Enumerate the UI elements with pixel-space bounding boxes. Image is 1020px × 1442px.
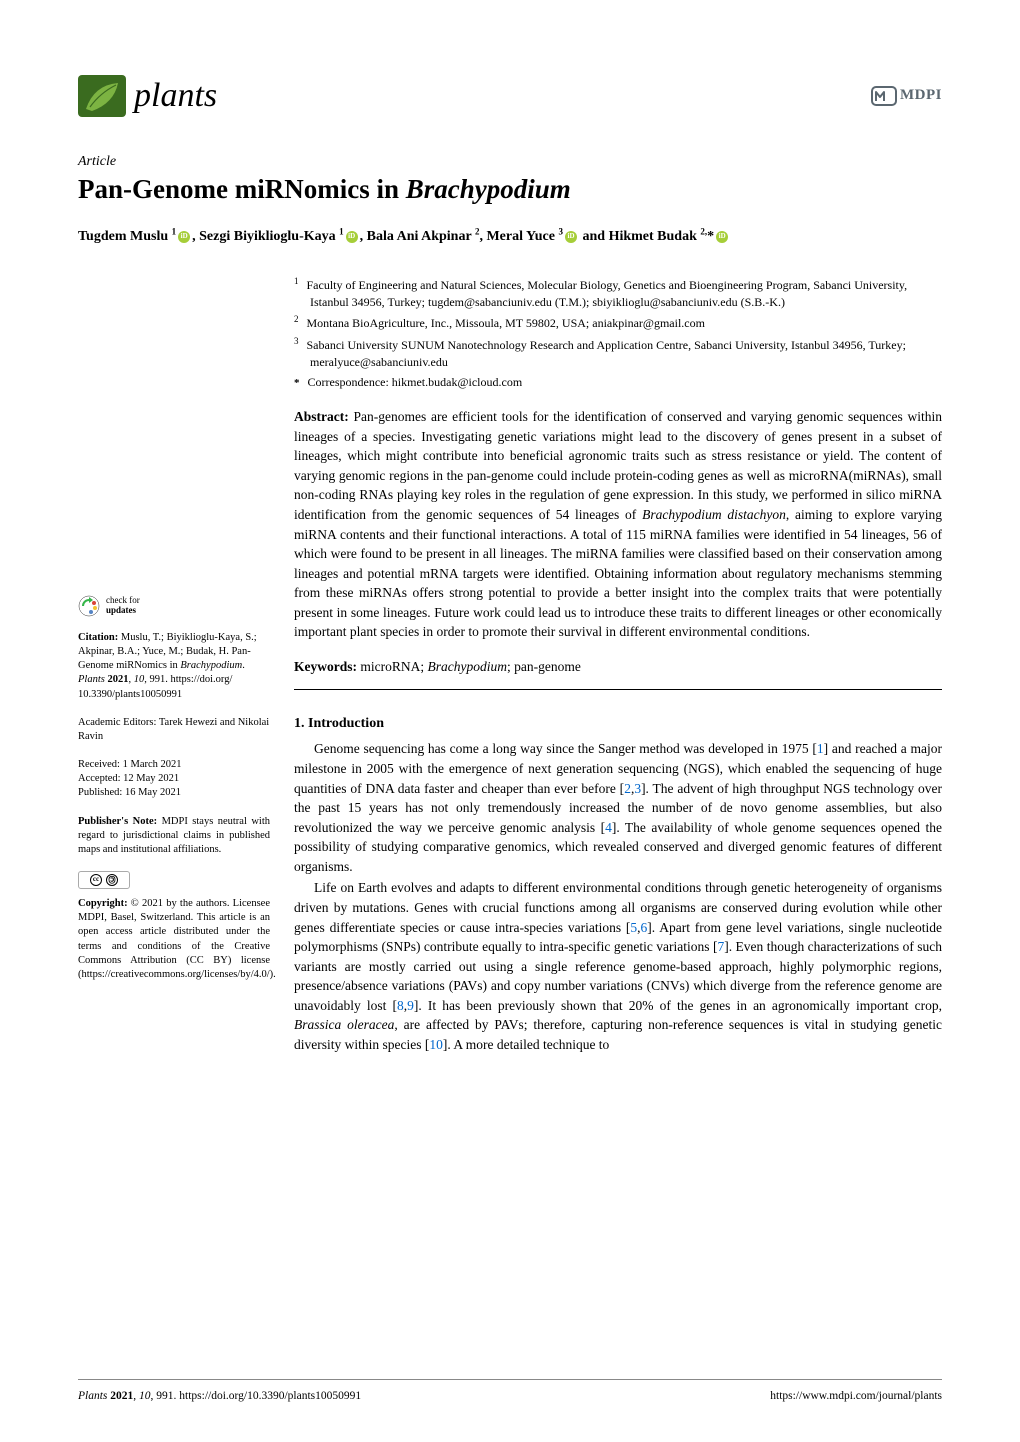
cc-license-badge[interactable]: cc 🄯 — [78, 871, 270, 889]
copyright-block: Copyright: © 2021 by the authors. Licens… — [78, 897, 270, 982]
page-footer: Plants 2021, 10, 991. https://doi.org/10… — [78, 1379, 942, 1404]
orcid-icon[interactable] — [346, 231, 358, 243]
journal-name: plants — [134, 72, 217, 120]
mdpi-icon — [870, 85, 898, 107]
section-divider — [294, 689, 942, 690]
aff-text: Faculty of Engineering and Natural Scien… — [307, 278, 908, 309]
authors: Tugdem Muslu 1, Sezgi Biyiklioglu-Kaya 1… — [78, 226, 942, 247]
kw-text: microRNA; — [357, 659, 428, 674]
check-line2: updates — [106, 606, 140, 616]
footer-left: Plants 2021, 10, 991. https://doi.org/10… — [78, 1388, 361, 1404]
keywords-label: Keywords: — [294, 659, 357, 674]
main-column: 1Faculty of Engineering and Natural Scie… — [294, 275, 942, 1057]
orcid-icon[interactable] — [716, 231, 728, 243]
affiliation-item: *Correspondence: hikmet.budak@icloud.com — [310, 374, 942, 391]
article-type: Article — [78, 152, 942, 172]
orcid-icon[interactable] — [565, 231, 577, 243]
intro-p2: Life on Earth evolves and adapts to diff… — [294, 878, 942, 1054]
affiliation-item: 3Sabanci University SUNUM Nanotechnology… — [310, 335, 942, 371]
abstract-block: Abstract: Pan-genomes are efficient tool… — [294, 407, 942, 642]
mdpi-logo: MDPI — [870, 85, 942, 107]
affiliation-item: 2Montana BioAgriculture, Inc., Missoula,… — [310, 313, 942, 332]
academic-editors: Academic Editors: Tarek Hewezi and Nikol… — [78, 716, 270, 744]
section-heading: 1. Introduction — [294, 714, 942, 734]
abstract-label: Abstract: — [294, 409, 349, 424]
check-for-updates[interactable]: check for updates — [78, 595, 270, 617]
dates-block: Received: 1 March 2021 Accepted: 12 May … — [78, 758, 270, 801]
aff-text: Sabanci University SUNUM Nanotechnology … — [307, 338, 906, 369]
author-1: Tugdem Muslu 1, Sezgi Biyiklioglu-Kaya 1… — [78, 229, 730, 244]
check-updates-text: check for updates — [106, 596, 140, 616]
date-received: Received: 1 March 2021 — [78, 758, 270, 772]
kw-italic: Brachypodium — [428, 659, 507, 674]
date-published: Published: 16 May 2021 — [78, 786, 270, 800]
citation-label: Citation: — [78, 632, 118, 643]
cc-by-icon: cc 🄯 — [78, 871, 130, 889]
footer-right[interactable]: https://www.mdpi.com/journal/plants — [770, 1388, 942, 1404]
header-row: plants MDPI — [78, 72, 942, 120]
intro-p1: Genome sequencing has come a long way si… — [294, 739, 942, 876]
copyright-text: © 2021 by the authors. Licensee MDPI, Ba… — [78, 898, 276, 980]
leaf-icon — [78, 75, 126, 117]
abstract-text: Pan-genomes are efficient tools for the … — [294, 409, 942, 639]
mdpi-text: MDPI — [900, 85, 942, 106]
copyright-label: Copyright: — [78, 898, 128, 909]
affiliation-item: 1Faculty of Engineering and Natural Scie… — [310, 275, 942, 311]
intro-body: Genome sequencing has come a long way si… — [294, 739, 942, 1054]
title-prefix: Pan-Genome miRNomics in — [78, 174, 406, 204]
aff-text: Correspondence: hikmet.budak@icloud.com — [308, 375, 523, 389]
sidebar: check for updates Citation: Muslu, T.; B… — [78, 275, 270, 1057]
keywords-block: Keywords: microRNA; Brachypodium; pan-ge… — [294, 658, 942, 677]
title-italic: Brachypodium — [406, 174, 571, 204]
publishers-note: Publisher's Note: MDPI stays neutral wit… — [78, 815, 270, 858]
orcid-icon[interactable] — [178, 231, 190, 243]
citation-block: Citation: Muslu, T.; Biyiklioglu-Kaya, S… — [78, 631, 270, 702]
affiliations-list: 1Faculty of Engineering and Natural Scie… — [294, 275, 942, 391]
article-title: Pan-Genome miRNomics in Brachypodium — [78, 173, 942, 205]
check-updates-icon — [78, 595, 100, 617]
date-accepted: Accepted: 12 May 2021 — [78, 772, 270, 786]
kw-tail: ; pan-genome — [507, 659, 581, 674]
journal-logo: plants — [78, 72, 217, 120]
pubnote-label: Publisher's Note: — [78, 816, 157, 827]
aff-text: Montana BioAgriculture, Inc., Missoula, … — [307, 316, 705, 330]
